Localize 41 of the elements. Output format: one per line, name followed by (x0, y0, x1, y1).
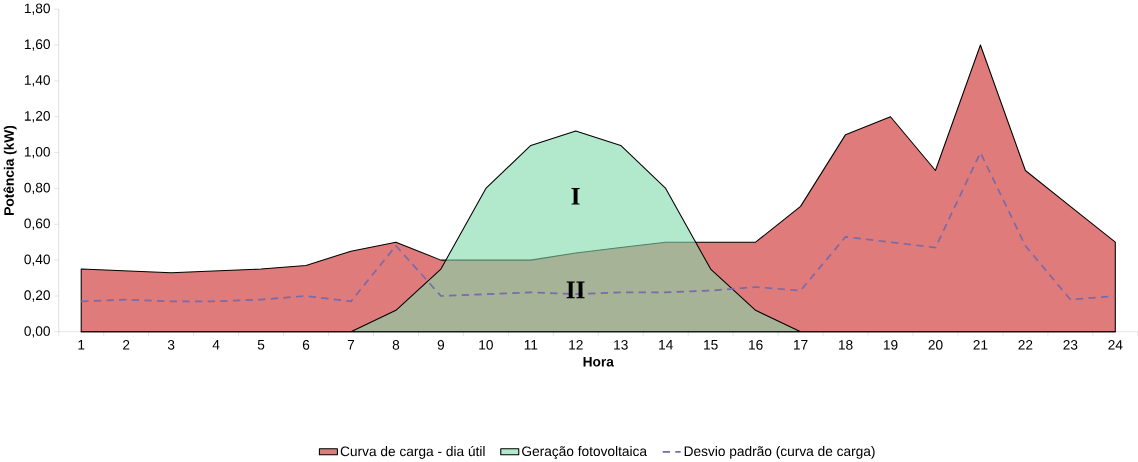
x-tick-label: 18 (838, 340, 853, 350)
x-tick-label: 17 (794, 340, 808, 350)
x-tick-label: 2 (123, 340, 130, 350)
x-tick-label: 21 (973, 340, 988, 350)
x-tick-label: 15 (704, 340, 718, 350)
x-tick-label: 1 (78, 340, 85, 350)
y-axis-title: Potência (kW) (3, 125, 17, 215)
x-tick-label: 9 (437, 340, 445, 350)
x-axis-title: Hora (583, 357, 614, 367)
y-tick-label: 0,80 (24, 182, 50, 195)
legend-label: Curva de carga - dia útil (340, 446, 485, 459)
annotation: II (566, 281, 585, 299)
x-tick-label: 23 (1063, 340, 1078, 350)
y-tick-label: 0,20 (24, 290, 50, 302)
y-tick-label: 1,20 (24, 111, 50, 123)
y-tick-label: 0,60 (24, 218, 50, 231)
y-tick-label: 0,40 (24, 254, 50, 266)
x-tick-label: 24 (1108, 340, 1123, 350)
y-tick-label: 1,00 (24, 146, 50, 159)
x-tick-label: 3 (167, 340, 175, 350)
annotation: I (571, 188, 580, 205)
y-tick-label: 1,40 (24, 75, 50, 87)
y-tick-label: 1,80 (24, 3, 50, 15)
legend-label: Desvio padrão (curva de carga) (684, 446, 875, 459)
y-tick-label: 1,60 (24, 39, 50, 51)
x-tick-label: 6 (302, 340, 310, 350)
x-tick-label: 4 (212, 340, 220, 350)
x-tick-label: 22 (1018, 340, 1033, 350)
x-tick-label: 7 (347, 340, 355, 350)
x-tick-label: 13 (614, 340, 628, 350)
x-tick-label: 16 (749, 340, 763, 350)
x-tick-label: 11 (524, 340, 538, 350)
x-tick-label: 8 (392, 340, 400, 350)
x-tick-label: 10 (479, 340, 493, 350)
x-tick-label: 20 (928, 340, 943, 350)
x-tick-label: 5 (257, 340, 265, 350)
x-tick-label: 12 (569, 340, 583, 350)
x-tick-label: 19 (883, 340, 898, 350)
y-tick-label: 0,00 (24, 326, 50, 338)
legend-label: Geração fotovoltaica (522, 446, 648, 459)
x-tick-label: 14 (659, 340, 673, 350)
